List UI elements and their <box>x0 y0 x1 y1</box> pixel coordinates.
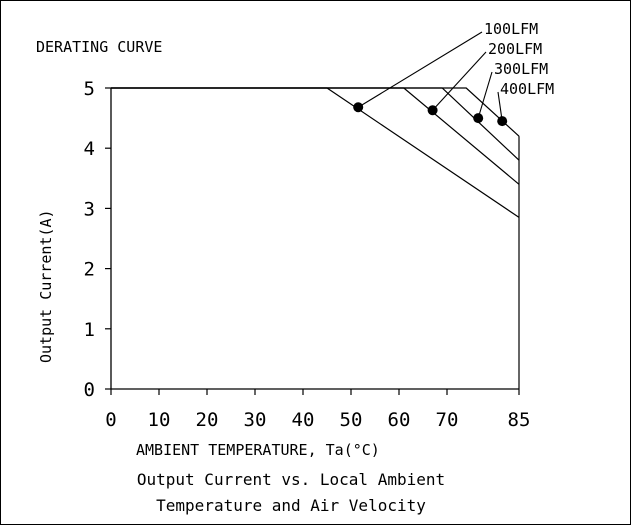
y-tick-label: 0 <box>84 379 95 401</box>
y-tick-label: 4 <box>84 138 95 160</box>
leader-line <box>357 31 483 108</box>
axes <box>110 88 519 390</box>
x-tick-label: 30 <box>244 409 267 431</box>
series-label: 300LFM <box>494 60 548 78</box>
x-tick-label: 10 <box>148 409 171 431</box>
caption-line-1: Output Current vs. Local Ambient <box>137 470 445 489</box>
series-marker <box>473 113 484 124</box>
x-tick-label: 50 <box>340 409 363 431</box>
series-marker <box>427 105 438 116</box>
leader-line <box>477 71 493 119</box>
x-tick-label: 85 <box>508 409 531 431</box>
x-tick-label: 70 <box>436 409 459 431</box>
series-label: 100LFM <box>484 20 538 38</box>
series-label: 200LFM <box>488 40 542 58</box>
x-tick-label: 0 <box>105 409 116 431</box>
series-line-100lfm <box>111 87 520 218</box>
x-tick-label: 60 <box>388 409 411 431</box>
series-marker <box>497 116 508 127</box>
y-tick-label: 5 <box>84 78 95 100</box>
chart-title: DERATING CURVE <box>36 38 162 56</box>
series-label: 400LFM <box>500 80 554 98</box>
y-tick-label: 3 <box>84 198 95 220</box>
series-line-400lfm <box>111 87 520 137</box>
series-marker <box>353 102 364 113</box>
caption-line-2: Temperature and Air Velocity <box>156 496 426 515</box>
x-axis-title: AMBIENT TEMPERATURE, Ta(°C) <box>136 441 380 459</box>
y-tick-label: 2 <box>84 259 95 281</box>
x-tick-label: 40 <box>292 409 315 431</box>
leader-line <box>432 51 487 111</box>
series-line-300lfm <box>111 87 520 161</box>
y-tick-label: 1 <box>84 319 95 341</box>
x-tick-label: 20 <box>196 409 219 431</box>
y-axis-title: Output Current(A) <box>37 209 55 363</box>
